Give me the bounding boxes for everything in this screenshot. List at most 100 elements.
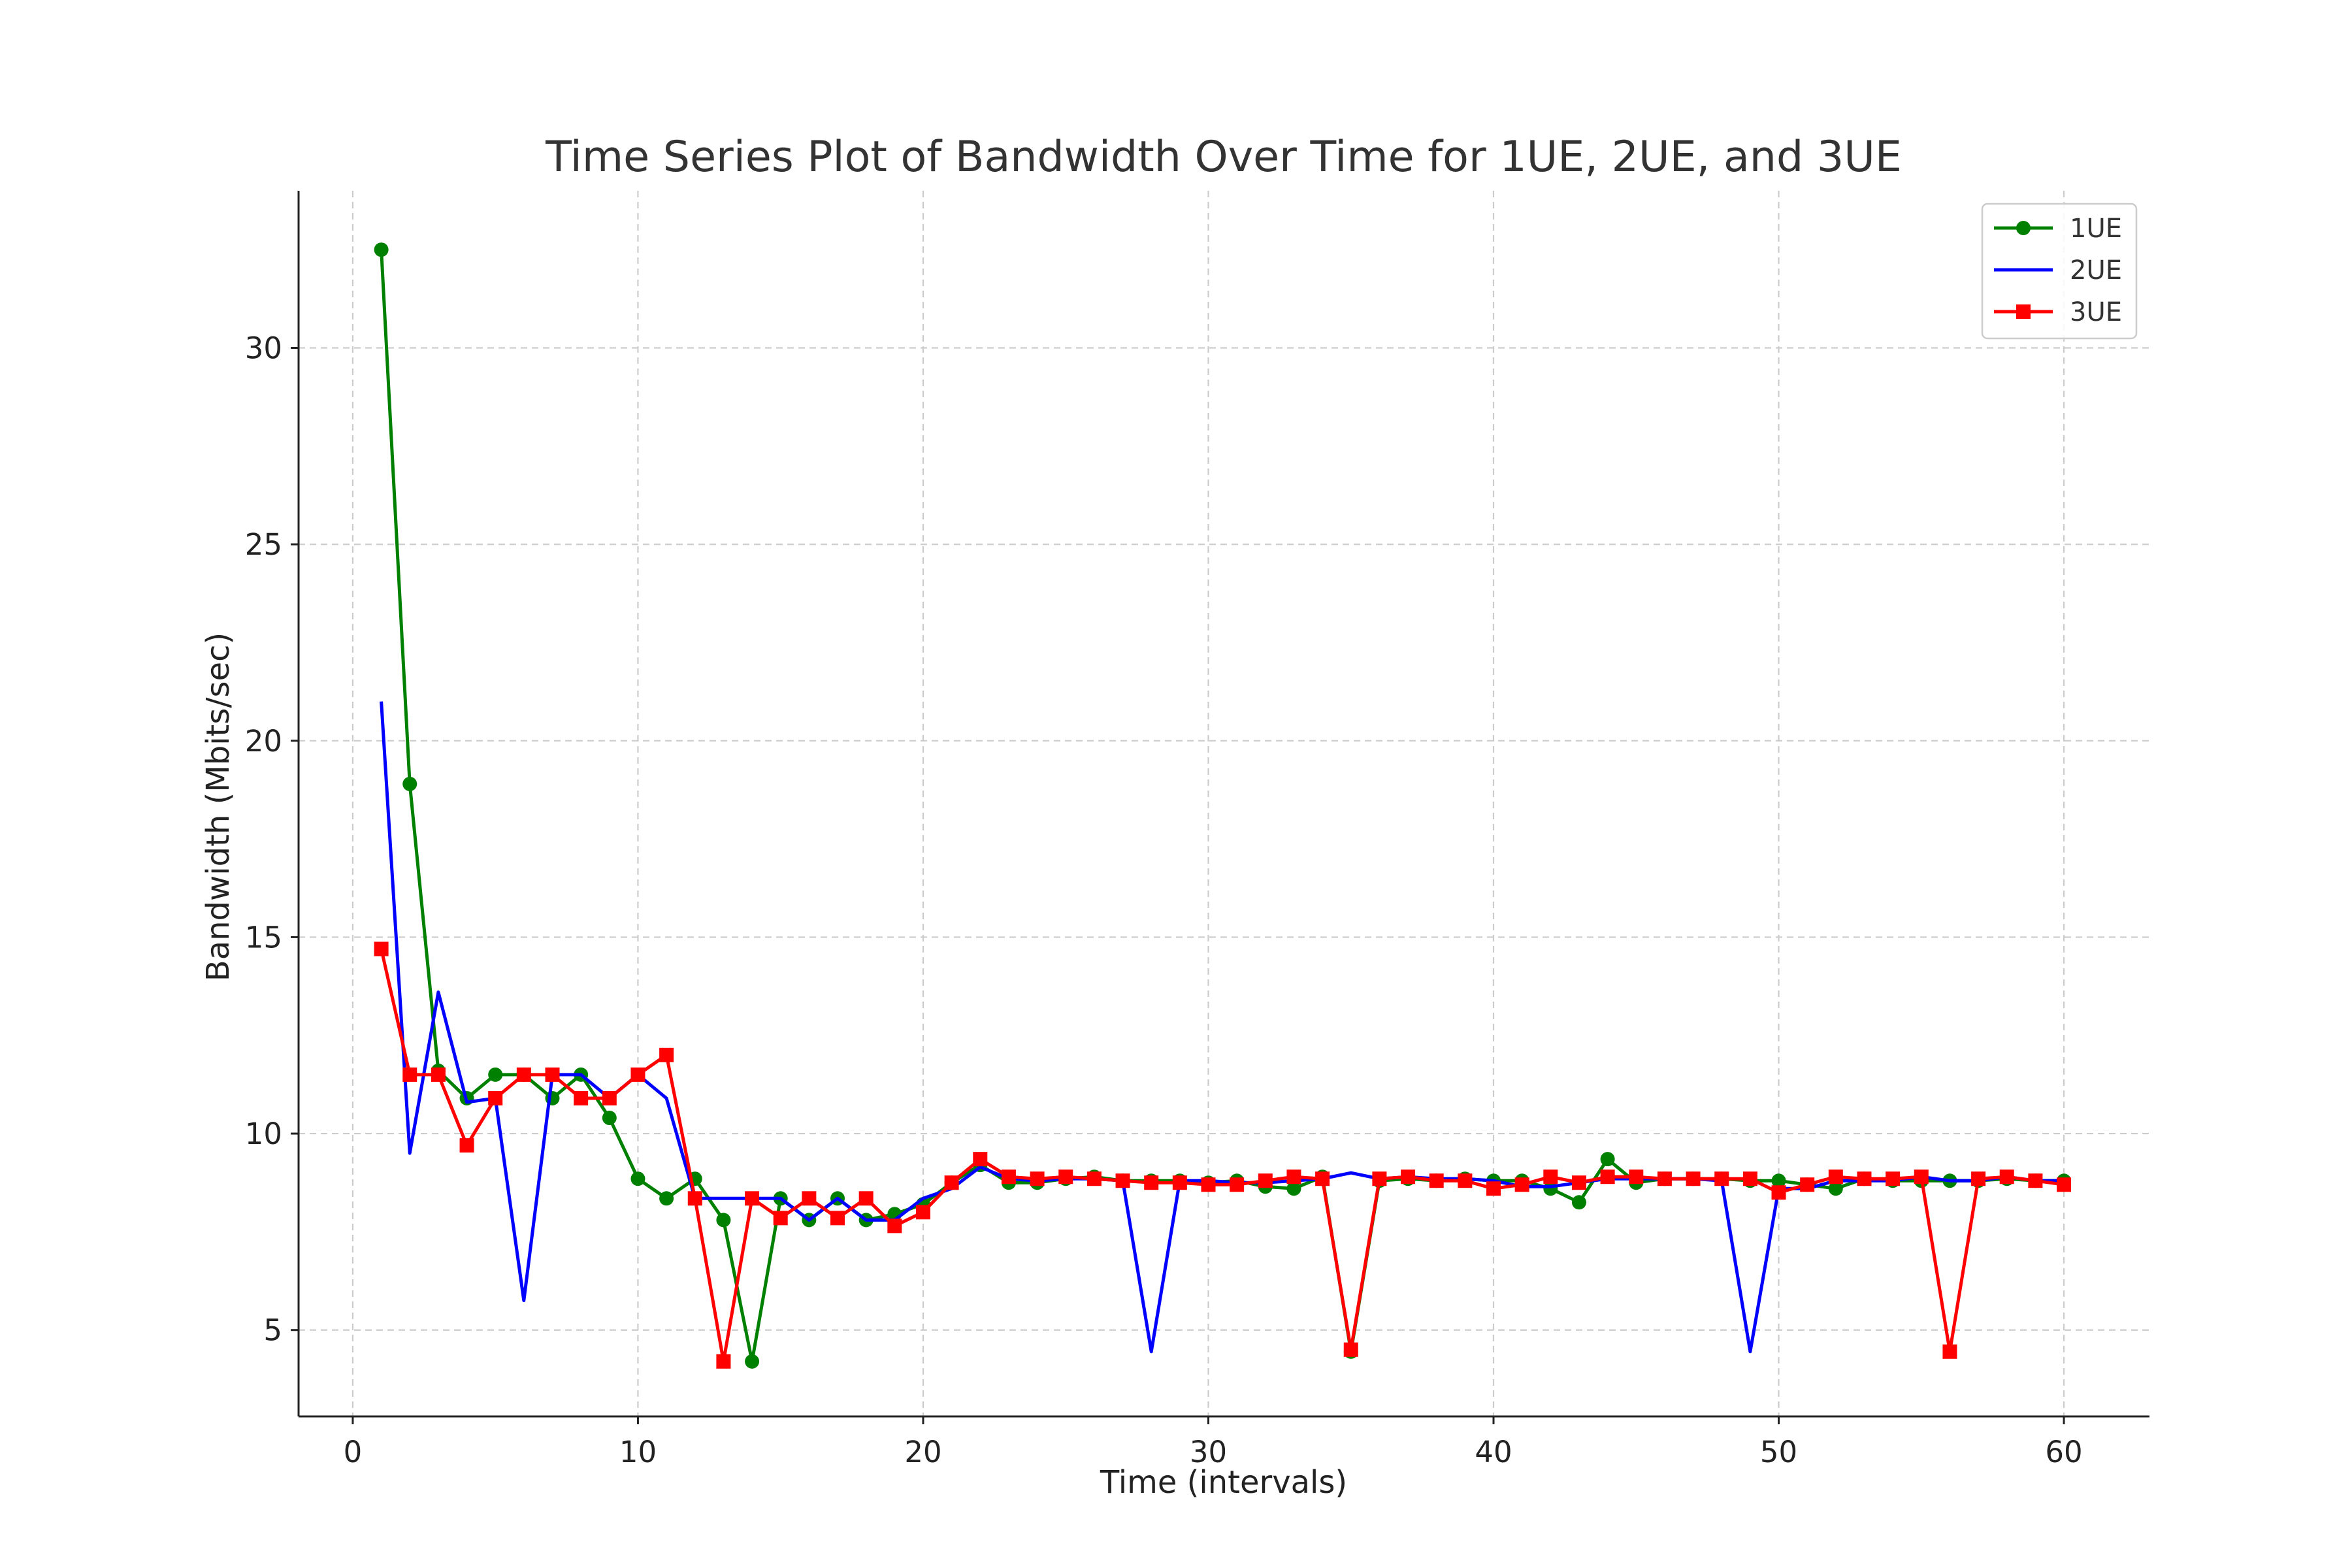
data-point: [1315, 1171, 1330, 1186]
data-point: [687, 1191, 702, 1206]
data-point: [1543, 1169, 1558, 1184]
data-point: [1372, 1171, 1387, 1186]
data-point: [1201, 1177, 1216, 1192]
data-point: [1971, 1171, 1986, 1186]
data-point: [745, 1354, 760, 1369]
data-point: [1030, 1171, 1045, 1186]
series-1UE: [374, 242, 2072, 1369]
y-tick-label: 25: [245, 527, 282, 562]
data-point: [2028, 1173, 2043, 1188]
data-point: [1144, 1175, 1159, 1190]
grid: [299, 191, 2149, 1416]
x-tick-label: 40: [1475, 1435, 1512, 1469]
y-tick-label: 15: [245, 920, 282, 955]
data-point: [1286, 1169, 1301, 1184]
chart-title: Time Series Plot of Bandwidth Over Time …: [545, 133, 1902, 182]
data-point: [630, 1067, 645, 1082]
x-tick-label: 10: [619, 1435, 657, 1469]
x-axis-label: Time (intervals): [1100, 1464, 1347, 1501]
data-point: [1172, 1175, 1187, 1190]
data-point: [944, 1175, 959, 1190]
data-point: [602, 1111, 617, 1126]
data-point: [1230, 1177, 1245, 1192]
data-point: [887, 1218, 902, 1233]
data-point: [1058, 1169, 1073, 1184]
data-point: [516, 1067, 531, 1082]
data-point: [1115, 1173, 1130, 1188]
data-point: [488, 1090, 503, 1105]
data-point: [659, 1047, 674, 1062]
y-tick-label: 10: [245, 1117, 282, 1151]
data-point: [716, 1354, 731, 1369]
data-point: [1629, 1169, 1644, 1184]
legend-label: 2UE: [2070, 255, 2122, 286]
data-point: [402, 776, 417, 791]
data-point: [1742, 1171, 1757, 1186]
legend-label: 3UE: [2070, 297, 2122, 327]
data-point: [574, 1090, 589, 1105]
data-point: [1001, 1169, 1016, 1184]
data-point: [1828, 1181, 1843, 1196]
data-point: [1686, 1171, 1701, 1186]
data-point: [1571, 1175, 1586, 1190]
y-tick-label: 20: [245, 724, 282, 759]
data-point: [1486, 1181, 1501, 1196]
axes: 0 10 20 30 40 50 60 5 10 15 20 25 30: [245, 191, 2149, 1469]
data-point: [488, 1067, 503, 1082]
legend-marker: [2016, 221, 2031, 235]
data-point: [374, 941, 389, 956]
x-tick-label: 60: [2045, 1435, 2082, 1469]
data-point: [1914, 1169, 1929, 1184]
data-point: [802, 1191, 817, 1206]
data-point: [830, 1211, 845, 1226]
legend-item-1UE: 1UE: [1994, 214, 2122, 244]
data-point: [1771, 1185, 1786, 1200]
x-tick-label: 50: [1760, 1435, 1797, 1469]
data-point: [1429, 1173, 1444, 1188]
data-point: [915, 1205, 930, 1220]
y-axis-label: Bandwidth (Mbits/sec): [200, 632, 237, 981]
series-line-3UE: [380, 948, 2065, 1364]
data-point: [1657, 1171, 1672, 1186]
data-point: [1571, 1195, 1586, 1210]
data-point: [1514, 1177, 1529, 1192]
data-point: [374, 242, 389, 257]
data-point: [459, 1138, 474, 1153]
data-point: [745, 1191, 760, 1206]
data-point: [1771, 1173, 1786, 1188]
legend-label: 1UE: [2070, 214, 2122, 244]
legend-marker: [2016, 304, 2031, 319]
data-point: [716, 1213, 731, 1228]
data-point: [1343, 1342, 1358, 1357]
legend: 1UE 2UE 3UE: [1981, 203, 2138, 340]
data-point: [773, 1211, 788, 1226]
data-point: [1999, 1169, 2014, 1184]
legend-item-2UE: 2UE: [1994, 255, 2122, 286]
data-point: [1258, 1173, 1273, 1188]
data-point: [630, 1171, 645, 1186]
x-tick-label: 0: [344, 1435, 363, 1469]
x-tick-label: 30: [1190, 1435, 1227, 1469]
data-point: [858, 1191, 874, 1206]
y-tick-label: 5: [263, 1313, 282, 1348]
data-point: [1942, 1344, 1957, 1359]
series-line-2UE: [380, 701, 2064, 1354]
data-point: [1286, 1181, 1301, 1196]
data-point: [1600, 1152, 1615, 1167]
data-point: [1086, 1171, 1102, 1186]
x-tick-label: 20: [904, 1435, 941, 1469]
data-point: [1857, 1171, 1872, 1186]
series-3UE: [374, 941, 2072, 1369]
data-point: [1828, 1169, 1843, 1184]
data-point: [973, 1152, 988, 1167]
data-point: [1714, 1171, 1729, 1186]
data-point: [545, 1067, 560, 1082]
series-line-1UE: [380, 250, 2064, 1364]
legend-item-3UE: 3UE: [1994, 297, 2122, 327]
series-2UE: [380, 701, 2064, 1354]
data-point: [1600, 1169, 1615, 1184]
data-point: [1800, 1177, 1815, 1192]
data-point: [431, 1067, 446, 1082]
y-tick-label: 30: [245, 331, 282, 366]
